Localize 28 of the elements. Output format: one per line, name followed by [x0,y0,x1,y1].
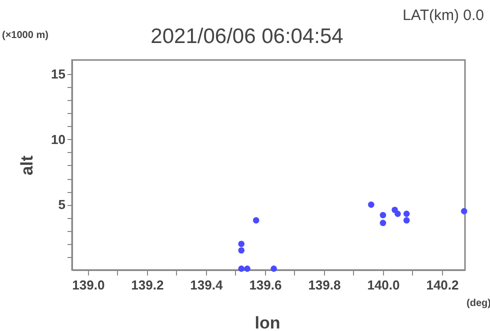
point [380,220,386,226]
x-tick-label: 139.8 [308,278,341,292]
y-tick-label: 5 [58,197,66,212]
x-tick-label: 139.4 [190,278,224,292]
point [238,240,245,248]
x-tick-label: 140.0 [367,278,400,292]
point [403,217,410,224]
point [368,202,374,208]
point [460,208,468,214]
x-axis-title: lon [254,314,280,331]
y-tick-label: 10 [51,132,66,147]
point [403,210,410,217]
point [238,266,245,272]
text: (×1000 m) [2,30,48,41]
point [380,212,386,218]
x-tick-label: 139.0 [72,278,105,292]
y-axis-title: alt [18,155,36,176]
text: LAT(km) 0.0 [402,7,484,24]
x-tick-label: 139.2 [131,278,164,292]
x-tick-label: 139.6 [249,278,282,292]
y-tick-label: 15 [51,66,66,82]
point [270,266,277,272]
point [244,266,250,272]
chart-title: 2021/06/06 06:04:54 [150,25,344,48]
point [238,247,245,254]
point [252,217,260,224]
x-tick-label: 140.2 [426,278,459,292]
point [394,210,401,217]
